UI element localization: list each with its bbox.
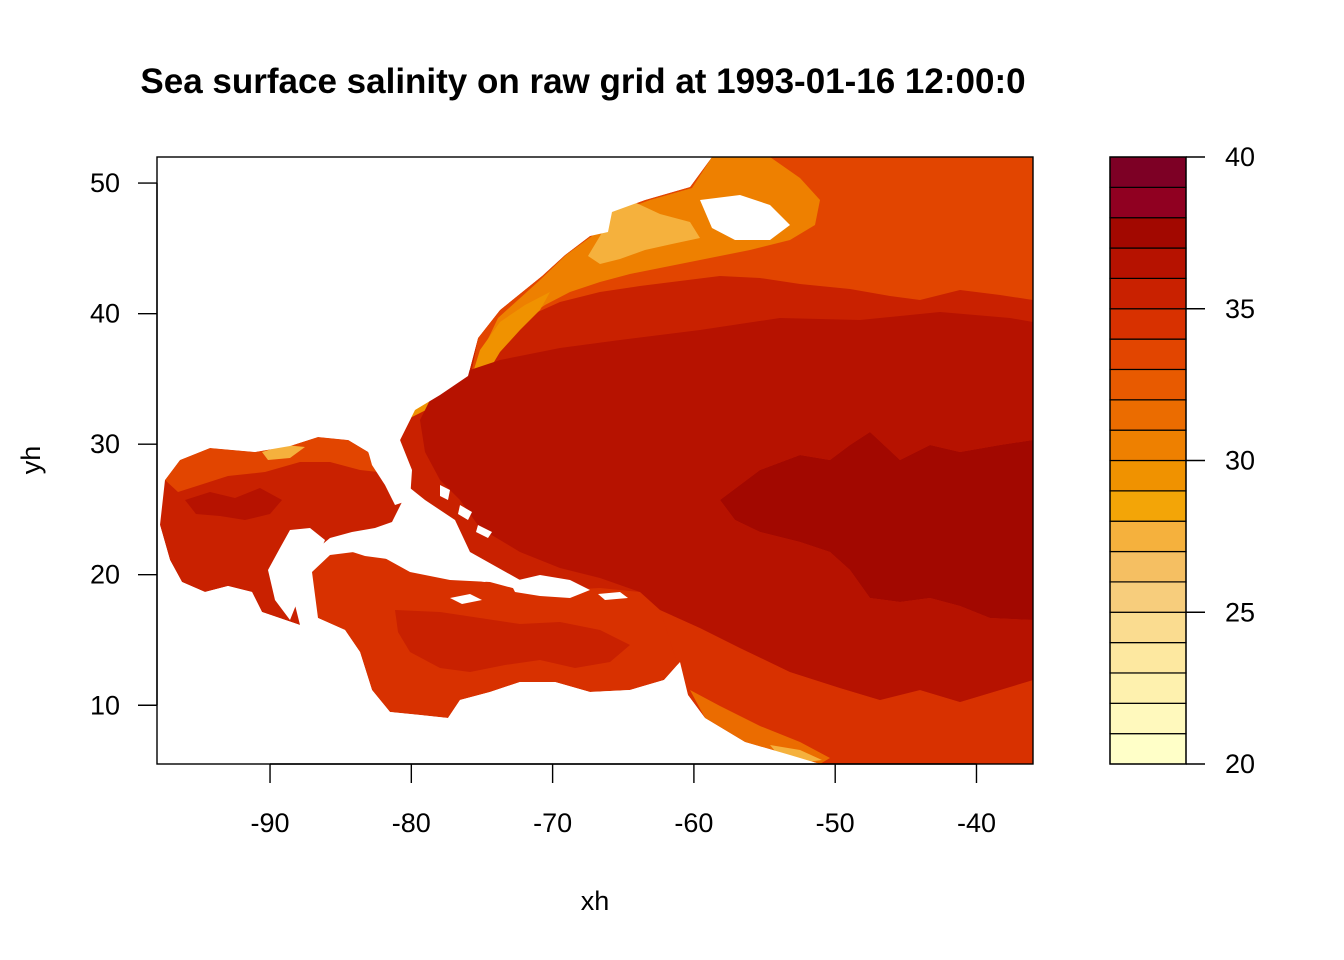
colorbar-tick-label: 20: [1225, 749, 1255, 779]
y-tick-label: 30: [90, 429, 120, 459]
colorbar-level-band: [1109, 581, 1187, 613]
gulf-inner-patch: [185, 488, 282, 520]
colorbar-tick-label: 35: [1225, 294, 1255, 324]
colorbar-level-band: [1109, 186, 1187, 219]
x-tick-label: -60: [674, 808, 713, 838]
y-axis-title: yh: [16, 446, 46, 475]
amazon-plume-core: [690, 690, 830, 764]
gulf-of-mexico-water: [160, 437, 403, 625]
colorbar-level-band: [1109, 156, 1187, 188]
north-american-land: [157, 157, 712, 480]
colorbar-level-band: [1109, 550, 1187, 583]
bahamas-islands: [440, 485, 492, 538]
colorbar-tick-label: 40: [1225, 142, 1255, 172]
colorbar-level-band: [1109, 368, 1187, 401]
cuba-island: [340, 540, 495, 582]
colorbar: 20 25 30 35 40: [1109, 142, 1255, 779]
caribbean-inner-patch: [395, 610, 630, 672]
coastal-fresh-patch: [770, 745, 822, 763]
x-tick-label: -50: [816, 808, 855, 838]
colorbar-level-band: [1109, 520, 1187, 553]
y-tick-label: 20: [90, 560, 120, 590]
salinity-map: [157, 157, 1033, 764]
colorbar-level-band: [1109, 277, 1187, 310]
y-axis: 10 20 30 40 50: [90, 168, 158, 720]
chart-title: Sea surface salinity on raw grid at 1993…: [140, 62, 1025, 101]
colorbar-level-band: [1109, 490, 1187, 522]
gulf-coastal-water: [165, 437, 378, 492]
hispaniola-island: [510, 575, 590, 598]
y-tick-label: 40: [90, 299, 120, 329]
x-tick-label: -90: [251, 808, 290, 838]
colorbar-tick-label: 30: [1225, 446, 1255, 476]
florida-peninsula: [365, 432, 412, 505]
y-tick-label: 10: [90, 690, 120, 720]
x-tick-label: -80: [392, 808, 431, 838]
y-tick-label: 50: [90, 168, 120, 198]
x-axis: -90 -80 -70 -60 -50 -40: [251, 763, 996, 838]
colorbar-level-band: [1109, 733, 1187, 765]
colorbar-level-band: [1109, 459, 1187, 492]
colorbar-level-band: [1109, 247, 1187, 280]
colorbar-level-band: [1109, 429, 1187, 462]
central-american-land: [157, 525, 820, 764]
colorbar-level-band: [1109, 702, 1187, 735]
colorbar-level-band: [1109, 308, 1187, 340]
colorbar-level-band: [1109, 672, 1187, 704]
colorbar-level-band: [1109, 611, 1187, 644]
subtropical-gyre-mid-salinity: [420, 312, 1033, 702]
x-tick-label: -40: [957, 808, 996, 838]
puerto-rico-island: [598, 592, 628, 600]
x-tick-label: -70: [533, 808, 572, 838]
newfoundland-island: [700, 195, 790, 240]
jamaica-island: [450, 594, 482, 604]
x-axis-title: xh: [581, 886, 610, 916]
colorbar-level-band: [1109, 399, 1187, 431]
colorbar-level-band: [1109, 338, 1187, 371]
yucatan-cutout: [268, 528, 325, 620]
colorbar-level-band: [1109, 217, 1187, 249]
subtropical-gyre-high-salinity: [720, 432, 1033, 620]
colorbar-level-band: [1109, 641, 1187, 674]
northern-shelf-water: [470, 157, 1033, 380]
colorbar-tick-label: 25: [1225, 597, 1255, 627]
